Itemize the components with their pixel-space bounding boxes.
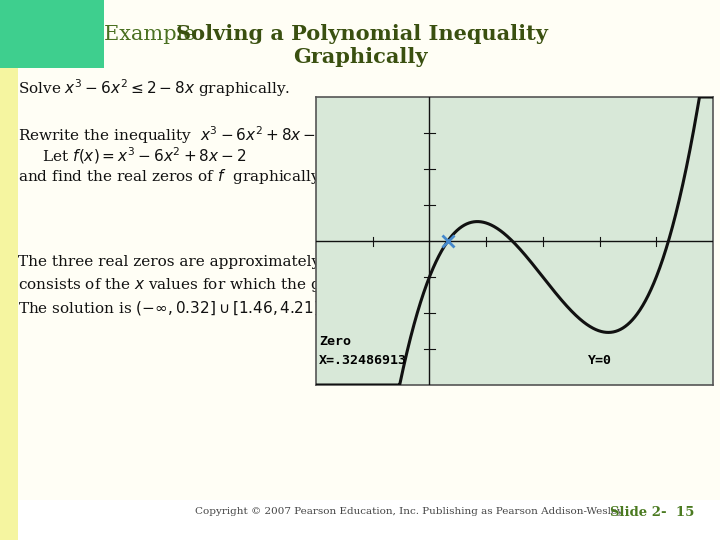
Text: Example: Example: [104, 24, 202, 44]
Text: The solution is $(-\infty, 0.32]\cup[1.46, 4.21]$.: The solution is $(-\infty, 0.32]\cup[1.4…: [18, 299, 325, 317]
Text: X=.32486913: X=.32486913: [319, 354, 407, 367]
Text: The three real zeros are approximately 0.32, 1.46, and 4.21.  The solution: The three real zeros are approximately 0…: [18, 255, 590, 269]
Text: Graphically: Graphically: [293, 47, 427, 67]
Bar: [104, 0, 720, 68]
Bar: [0, 68, 18, 540]
Text: Solve $x^3 - 6x^2 \leq 2 - 8x$ graphically.: Solve $x^3 - 6x^2 \leq 2 - 8x$ graphical…: [18, 77, 290, 99]
Text: Zero: Zero: [319, 335, 351, 348]
Text: and find the real zeros of $f$  graphically.: and find the real zeros of $f$ graphical…: [18, 167, 324, 186]
Text: Copyright © 2007 Pearson Education, Inc. Publishing as Pearson Addison-Wesley: Copyright © 2007 Pearson Education, Inc.…: [195, 508, 623, 516]
Bar: [18, 68, 720, 500]
Text: [–2, 5] by [–8, 8]: [–2, 5] by [–8, 8]: [462, 238, 566, 251]
Text: Rewrite the inequality  $x^3 - 6x^2 + 8x - 2 \leq 0$.: Rewrite the inequality $x^3 - 6x^2 + 8x …: [18, 124, 362, 146]
Text: Solving a Polynomial Inequality: Solving a Polynomial Inequality: [176, 24, 548, 44]
Text: Y=0: Y=0: [588, 354, 612, 367]
Text: consists of the $x$ values for which the graph is on or below the $x$-axis.: consists of the $x$ values for which the…: [18, 276, 554, 294]
Text: Let $f(x) = x^3 - 6x^2 + 8x - 2$: Let $f(x) = x^3 - 6x^2 + 8x - 2$: [28, 146, 246, 166]
Text: Slide 2-  15: Slide 2- 15: [610, 505, 694, 518]
Bar: [0, 0, 104, 68]
